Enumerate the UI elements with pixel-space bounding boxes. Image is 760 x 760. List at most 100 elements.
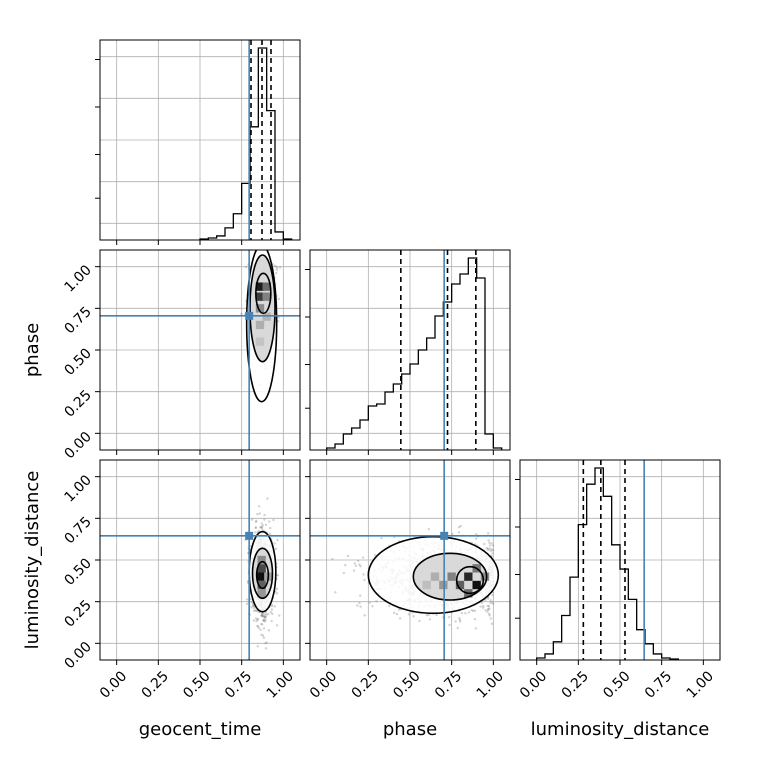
sample-point: [254, 520, 258, 524]
sample-point: [262, 619, 265, 623]
x-tick-label: 0.00: [97, 668, 130, 701]
x-tick-label: 0.25: [349, 668, 382, 701]
sample-point: [412, 615, 415, 618]
sample-point: [387, 604, 391, 608]
x-tick-label: 0.25: [139, 668, 172, 701]
sample-point: [418, 619, 421, 623]
sample-point: [272, 518, 275, 522]
contour-line: [455, 565, 485, 595]
sample-point: [250, 606, 253, 609]
sample-point: [260, 633, 263, 636]
sample-point: [491, 601, 494, 604]
sample-point: [398, 617, 402, 620]
sample-point: [375, 600, 378, 603]
sample-point: [489, 601, 492, 605]
sample-point: [256, 645, 259, 648]
sample-point: [491, 544, 495, 547]
x-tick-label: 0.75: [432, 668, 465, 701]
density-cell: [262, 282, 271, 291]
sample-point: [380, 536, 383, 540]
sample-point: [331, 557, 334, 561]
sample-point: [363, 578, 366, 582]
x-tick-label: 1.00: [474, 668, 507, 701]
sample-point: [252, 604, 255, 608]
sample-point: [275, 624, 279, 627]
sample-point: [346, 554, 350, 558]
sample-point: [263, 615, 267, 618]
histogram-step: [536, 467, 679, 660]
contour-line: [367, 535, 500, 615]
sample-point: [265, 613, 268, 616]
sample-point: [254, 526, 257, 530]
sample-point: [354, 564, 358, 567]
sample-point: [275, 266, 279, 270]
sample-point: [359, 565, 362, 568]
sample-point: [256, 617, 259, 621]
density-cell: [257, 580, 266, 590]
sample-point: [359, 594, 362, 597]
contour-line: [251, 547, 274, 600]
density-cell: [255, 337, 265, 346]
density-cell: [257, 555, 266, 565]
sample-point: [278, 614, 281, 617]
sample-point: [276, 573, 280, 577]
sample-point: [274, 265, 278, 268]
y-tick-label: 0.75: [61, 514, 94, 547]
sample-point: [259, 525, 263, 529]
sample-point: [490, 542, 493, 545]
density-cell: [257, 572, 266, 581]
sample-point: [492, 549, 495, 552]
sample-point: [485, 547, 488, 550]
axis-labels: geocent_time phase luminosity_distancephas…: [22, 323, 709, 740]
sample-point: [488, 541, 491, 544]
y-tick-label: 0.00: [61, 429, 94, 462]
y-tick-label: 0.00: [61, 639, 94, 672]
sample-point: [265, 641, 268, 644]
y-tick-label: 0.75: [61, 304, 94, 337]
sample-point: [488, 547, 492, 550]
sample-point: [254, 531, 257, 534]
sample-point: [488, 544, 492, 547]
sample-point: [245, 602, 249, 606]
sample-point: [267, 520, 271, 523]
sample-point: [254, 609, 258, 612]
sample-point: [261, 615, 265, 618]
density-cell: [439, 580, 448, 590]
sample-point: [487, 532, 490, 535]
sample-point: [487, 548, 490, 552]
x-tick-label: 1.00: [264, 668, 297, 701]
truth-marker: [245, 531, 254, 540]
sample-point: [368, 601, 371, 604]
sample-point: [274, 547, 278, 551]
sample-point: [393, 611, 396, 615]
sample-point: [266, 497, 269, 500]
sample-point: [356, 604, 359, 607]
sample-point: [256, 618, 259, 621]
sample-point: [259, 628, 262, 632]
sample-point: [264, 523, 268, 527]
hist-panel-phase: [305, 249, 511, 455]
sample-point: [487, 608, 490, 611]
sample-point: [275, 271, 278, 275]
density-cell: [464, 572, 473, 581]
sample-point: [262, 618, 265, 622]
scatter-panel-geocent_time-luminosity_distance: 0.00 0.25 0.50 0.75 1.000.000.250.500.751.00: [61, 459, 301, 702]
x-tick-label: 0.75: [222, 668, 255, 701]
sample-point: [490, 548, 494, 551]
sample-point: [264, 619, 267, 622]
sample-point: [352, 569, 356, 572]
y-tick-label: 1.00: [61, 472, 94, 505]
sample-point: [356, 559, 360, 563]
sample-point: [459, 524, 462, 528]
sample-point: [255, 619, 258, 623]
sample-point: [363, 614, 366, 617]
sample-point: [250, 518, 254, 521]
sample-point: [486, 604, 489, 608]
grid: [100, 40, 300, 240]
y-tick-label: 0.25: [61, 597, 94, 630]
sample-point: [260, 613, 263, 617]
sample-point: [273, 264, 276, 267]
density-cell: [257, 589, 266, 598]
sample-point: [482, 604, 485, 608]
sample-point: [359, 605, 362, 608]
